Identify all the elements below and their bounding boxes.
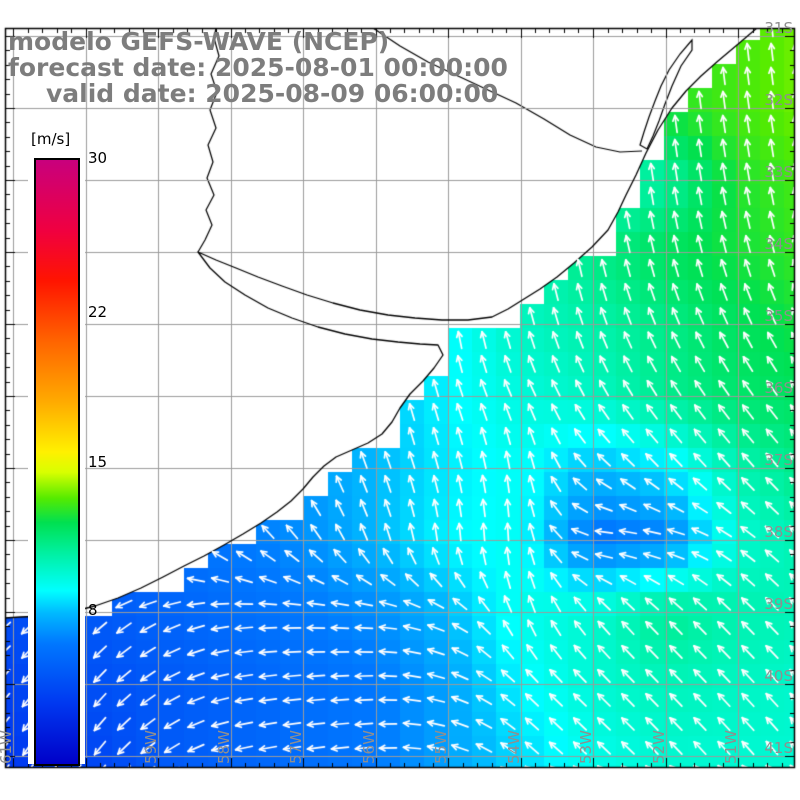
lon-tick-label: 53W (577, 730, 595, 764)
lat-tick-label: 40S (764, 667, 793, 685)
lat-tick-label: 41S (764, 739, 793, 757)
lat-tick-label: 34S (764, 235, 793, 253)
lat-tick-label: 36S (764, 379, 793, 397)
lat-tick-label: 37S (764, 451, 793, 469)
colorbar-tick-label: 22 (88, 303, 108, 321)
lat-tick-label: 38S (764, 523, 793, 541)
lon-tick-label: 58W (215, 730, 233, 764)
lon-tick-label: 54W (505, 730, 523, 764)
forecast-date-line: forecast date: 2025-08-01 00:00:00 (8, 53, 508, 82)
lat-tick-label: 31S (764, 19, 793, 37)
lon-tick-label: 56W (360, 730, 378, 764)
lat-tick-label: 35S (764, 307, 793, 325)
colorbar-unit-label: [m/s] (31, 130, 71, 148)
lon-tick-label: 55W (432, 730, 450, 764)
colorbar-tick-label: 8 (88, 601, 98, 619)
lon-tick-label: 59W (142, 730, 160, 764)
lon-tick-label: 57W (287, 730, 305, 764)
lon-tick-label: 61W (0, 730, 15, 764)
colorbar-tick-label: 30 (88, 149, 108, 167)
model-title: modelo GEFS-WAVE (NCEP) (8, 27, 390, 56)
colorbar-gradient (34, 158, 80, 766)
lat-tick-label: 32S (764, 91, 793, 109)
lat-tick-label: 39S (764, 595, 793, 613)
colorbar-tick-label: 15 (88, 453, 108, 471)
lon-tick-label: 51W (722, 730, 740, 764)
valid-date-line: valid date: 2025-08-09 06:00:00 (46, 79, 499, 108)
lat-tick-label: 33S (764, 163, 793, 181)
lon-tick-label: 52W (650, 730, 668, 764)
